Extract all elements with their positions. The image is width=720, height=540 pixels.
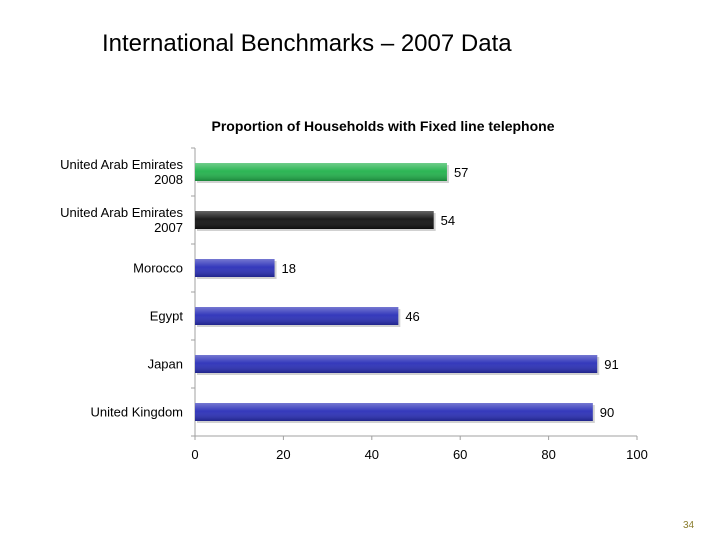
bar-highlight bbox=[195, 211, 434, 229]
category-label-line: United Arab Emirates bbox=[60, 157, 183, 172]
category-label: Japan bbox=[148, 357, 183, 372]
x-tick-label: 60 bbox=[453, 447, 467, 462]
category-label: Morocco bbox=[133, 261, 183, 276]
category-label-line: Morocco bbox=[133, 261, 183, 276]
bar-highlight bbox=[195, 355, 598, 373]
data-label: 91 bbox=[604, 357, 618, 372]
category-label: United Kingdom bbox=[91, 405, 184, 420]
bar-highlight bbox=[195, 163, 447, 181]
page-number: 34 bbox=[683, 520, 695, 531]
slide-title: International Benchmarks – 2007 Data bbox=[102, 30, 512, 57]
category-label-line: 2008 bbox=[154, 172, 183, 187]
x-tick-label: 0 bbox=[191, 447, 198, 462]
chart-title: Proportion of Households with Fixed line… bbox=[211, 118, 554, 134]
bar-highlight bbox=[195, 403, 593, 421]
data-label: 57 bbox=[454, 165, 468, 180]
category-label-line: United Arab Emirates bbox=[60, 205, 183, 220]
category-label-line: Egypt bbox=[150, 309, 184, 324]
category-label-line: Japan bbox=[148, 357, 183, 372]
data-label: 46 bbox=[405, 309, 419, 324]
x-tick-label: 100 bbox=[626, 447, 648, 462]
data-label: 90 bbox=[600, 405, 614, 420]
category-label-line: United Kingdom bbox=[91, 405, 184, 420]
data-label: 54 bbox=[441, 213, 455, 228]
bar-highlight bbox=[195, 259, 275, 277]
x-tick-label: 80 bbox=[541, 447, 555, 462]
x-tick-label: 40 bbox=[365, 447, 379, 462]
category-label-line: 2007 bbox=[154, 220, 183, 235]
bar-highlight bbox=[195, 307, 399, 325]
category-label: United Arab Emirates 2008 bbox=[60, 157, 183, 187]
data-label: 18 bbox=[282, 261, 296, 276]
category-label: United Arab Emirates 2007 bbox=[60, 205, 183, 235]
category-label: Egypt bbox=[150, 309, 184, 324]
x-tick-label: 20 bbox=[276, 447, 290, 462]
